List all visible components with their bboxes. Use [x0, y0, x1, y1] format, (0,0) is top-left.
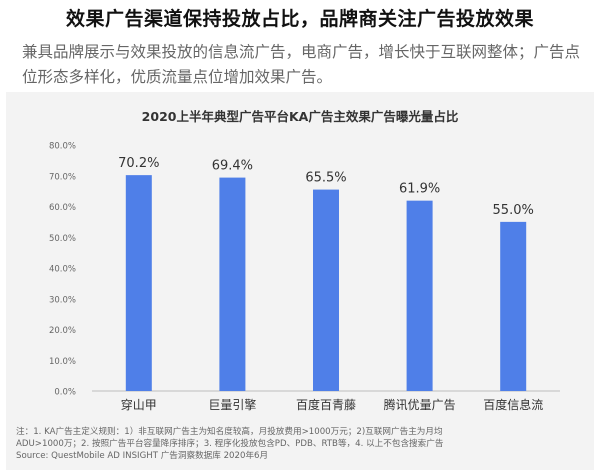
y-tick-label: 50.0%	[49, 234, 76, 244]
y-tick-label: 0.0%	[54, 388, 76, 398]
bar	[500, 221, 527, 391]
y-tick-label: 20.0%	[49, 326, 76, 336]
x-tick-label: 百度信息流	[483, 397, 543, 412]
note-line-2: ADU>1000万；2. 按照广告平台容量降序排序；3. 程序化投放包含PD、P…	[16, 439, 444, 449]
x-tick-label: 巨量引擎	[208, 397, 256, 412]
data-label: 65.5%	[305, 171, 346, 186]
bar	[406, 200, 433, 391]
y-tick-label: 80.0%	[49, 142, 76, 152]
note-line-1: 注：1. KA广告主定义规则：1）非互联网广告主为知名度较高，月投放费用>100…	[16, 427, 443, 437]
x-tick-label: 穿山甲	[121, 397, 157, 412]
data-label: 70.2%	[118, 156, 159, 171]
data-label: 61.9%	[399, 182, 440, 197]
chart-title: 2020上半年典型广告平台KA广告主效果广告曝光量占比	[141, 109, 459, 124]
bar	[219, 177, 246, 391]
bar	[313, 189, 339, 391]
y-tick-label: 70.0%	[49, 172, 76, 182]
y-tick-label: 40.0%	[49, 265, 76, 275]
bar	[125, 175, 152, 391]
y-tick-label: 60.0%	[49, 203, 76, 213]
x-tick-label: 腾讯优量广告	[384, 397, 456, 412]
footnotes: 注：1. KA广告主定义规则：1）非互联网广告主为知名度较高，月投放费用>100…	[16, 426, 586, 462]
headline: 效果广告渠道保持投放占比，品牌商关注广告投放效果	[65, 8, 534, 30]
y-tick-label: 10.0%	[49, 357, 76, 367]
data-label: 55.0%	[493, 203, 534, 218]
chart-panel	[6, 92, 594, 470]
source-line: Source: QuestMobile AD INSIGHT 广告洞察数据库 2…	[16, 451, 269, 461]
y-tick-label: 30.0%	[49, 295, 76, 305]
data-label: 69.4%	[212, 159, 253, 174]
subtitle: 兼具品牌展示与效果投放的信息流广告，电商广告，增长快于互联网整体；广告点位形态多…	[22, 43, 581, 86]
x-tick-label: 百度百青藤	[296, 397, 356, 412]
